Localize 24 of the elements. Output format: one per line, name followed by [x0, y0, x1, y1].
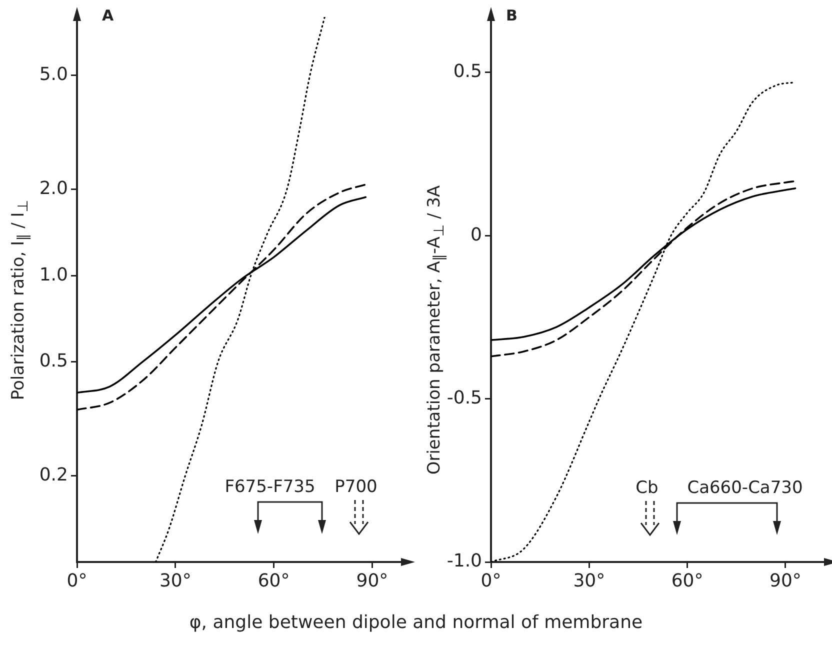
- chart-title: A: [102, 6, 114, 24]
- x-tick-label: 90°: [356, 570, 388, 592]
- annotation: P700: [334, 477, 378, 497]
- x-tick-label: 0°: [66, 570, 88, 592]
- chart-title: B: [506, 6, 518, 24]
- annotation: Cb: [636, 478, 658, 498]
- x-tick-label: 60°: [258, 570, 290, 592]
- y-tick-label: 0.2: [39, 464, 68, 486]
- annotation: Ca660-Ca730: [687, 478, 803, 498]
- x-tick-label: 0°: [480, 570, 502, 592]
- x-axis-title: φ, angle between dipole and normal of membrane: [188, 612, 644, 633]
- y-tick-label: -1.0: [446, 550, 482, 572]
- y-tick-label: 0.5: [453, 61, 482, 82]
- x-tick-label: 90°: [770, 570, 802, 592]
- x-tick-label: 30°: [159, 570, 192, 592]
- y-tick-label: 0: [470, 224, 482, 246]
- y-tick-label: 5.0: [39, 64, 68, 86]
- annotation: F675-F735: [224, 477, 316, 497]
- y-tick-label: 2.0: [39, 178, 68, 200]
- x-tick-label: 30°: [573, 570, 606, 592]
- y-tick-label: 1.0: [39, 264, 68, 286]
- y-tick-label: -0.5: [446, 388, 482, 408]
- x-tick-label: 60°: [671, 570, 704, 592]
- y-tick-label: 0.5: [39, 350, 68, 372]
